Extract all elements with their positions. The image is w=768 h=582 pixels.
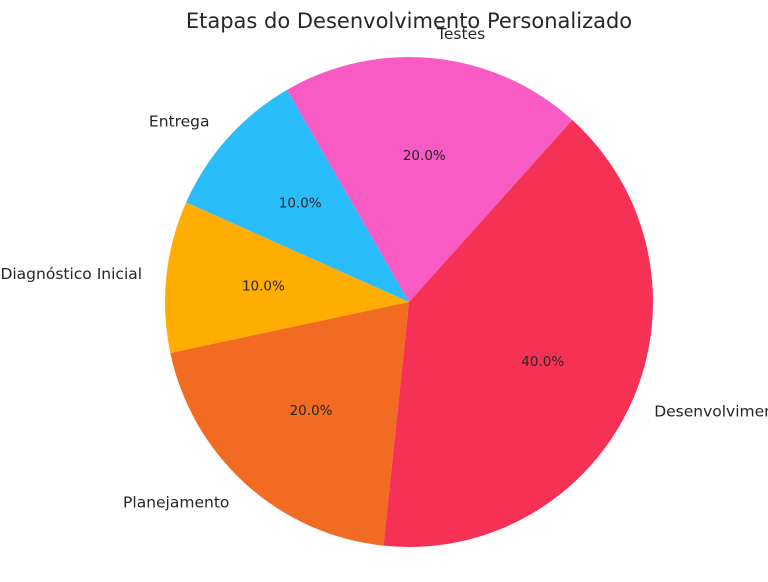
percent-label-testes: 20.0%: [403, 148, 446, 164]
percent-label-entrega: 10.0%: [279, 196, 322, 212]
category-label-entrega: Entrega: [149, 113, 210, 131]
slice-desenvolvimento: [383, 119, 653, 547]
percent-label-planejamento: 20.0%: [290, 403, 333, 419]
slice-diagnostico-inicial: [164, 202, 409, 353]
category-label-desenvolvimento: Desenvolvimento: [654, 403, 768, 421]
category-labels: Diagnóstico Inicial Planejamento Desenvolv…: [0, 25, 768, 511]
category-label-diagnostico-inicial: Diagnóstico Inicial: [0, 265, 142, 283]
percent-labels: 10.0% 20.0% 40.0% 20.0% 10.0%: [242, 148, 564, 419]
percent-label-desenvolvimento: 40.0%: [521, 354, 564, 370]
slice-entrega: [186, 89, 409, 302]
chart-title: Etapas do Desenvolvimento Personalizado: [186, 9, 632, 33]
percent-label-diagnostico-inicial: 10.0%: [242, 279, 285, 295]
category-label-testes: Testes: [436, 25, 485, 43]
slice-planejamento: [170, 302, 409, 546]
category-label-planejamento: Planejamento: [123, 493, 229, 511]
pie-slices: [164, 56, 653, 547]
slice-testes: [287, 56, 573, 303]
